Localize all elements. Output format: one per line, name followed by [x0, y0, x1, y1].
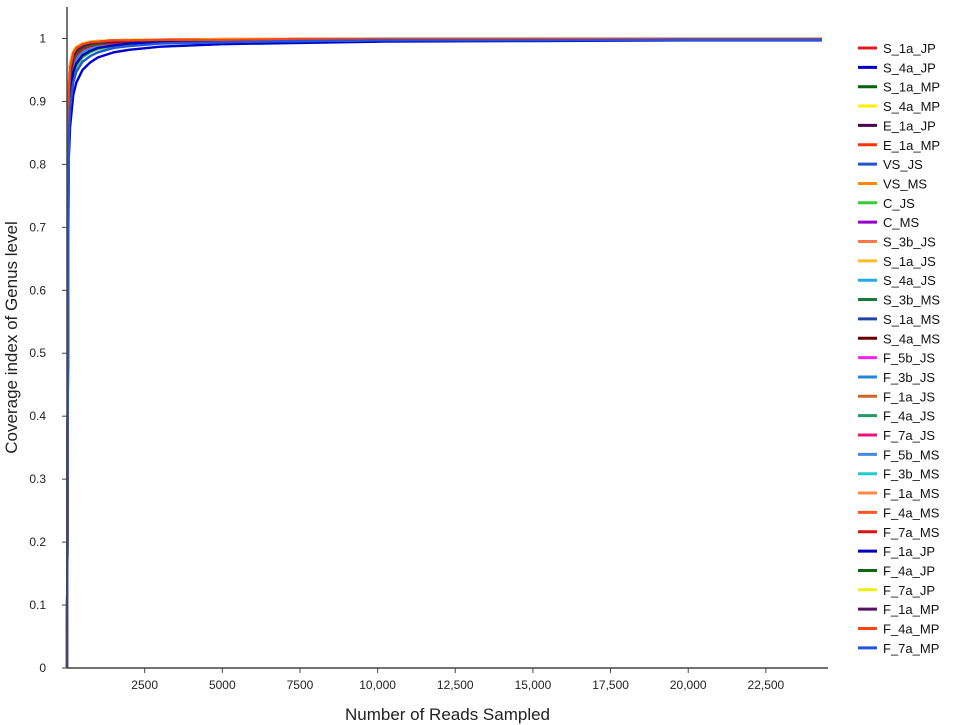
legend-label: F_3b_MS [883, 467, 940, 482]
series-line-f-4a-ms [65, 37, 822, 669]
x-tick-label: 22,500 [748, 678, 785, 692]
series-line-s-1a-js [65, 37, 822, 669]
series-line-f-4a-mp [65, 37, 822, 669]
legend-label: F_1a_JP [883, 544, 935, 559]
legend-label: S_4a_MS [883, 331, 940, 346]
series-line-s-4a-ms [65, 37, 822, 669]
y-tick-label: 0 [39, 661, 46, 675]
series-line-s-3b-ms [65, 37, 822, 669]
legend-label: F_7a_MS [883, 525, 940, 540]
legend-label: F_7a_MP [883, 641, 939, 656]
legend-label: F_7a_JS [883, 428, 935, 443]
series-line-f-7a-jp [65, 37, 822, 669]
x-tick-label: 20,000 [670, 678, 707, 692]
series-line-f-3b-js [65, 38, 822, 669]
series-line-s-4a-jp [65, 39, 822, 669]
series-line-f-1a-mp [65, 37, 822, 669]
series-line-vs-js [65, 38, 822, 669]
legend-label: S_4a_JP [883, 60, 936, 75]
legend-label: F_3b_JS [883, 370, 935, 385]
x-axis-title: Number of Reads Sampled [345, 705, 550, 724]
legend-label: F_5b_JS [883, 351, 935, 366]
legend: S_1a_JP S_4a_JP S_1a_MP S_4a_MP E_1a_JP E_1a_… [858, 41, 940, 656]
series-line-s-1a-jp [65, 37, 822, 669]
legend-label: E_1a_JP [883, 118, 936, 133]
y-tick-label: 0.5 [29, 346, 46, 360]
legend-label: S_1a_MS [883, 312, 940, 327]
legend-label: S_3b_JS [883, 235, 936, 250]
legend-label: F_1a_JS [883, 389, 935, 404]
series-line-s-1a-mp [65, 38, 822, 669]
legend-label: F_4a_MS [883, 505, 940, 520]
series-line-s-3b-js [65, 37, 822, 669]
y-tick-label: 0.4 [29, 409, 46, 423]
legend-label: F_4a_JP [883, 563, 935, 578]
x-tick-label: 10,000 [359, 678, 396, 692]
x-tick-label: 12,500 [437, 678, 474, 692]
series-line-vs-ms [65, 37, 822, 669]
y-tick-label: 1 [39, 31, 46, 45]
x-tick-label: 5000 [209, 678, 236, 692]
series-line-f-5b-js [65, 37, 822, 669]
series-line-c-js [65, 38, 822, 669]
legend-label: C_JS [883, 196, 915, 211]
series-line-f-1a-js [65, 37, 822, 669]
legend-label: F_1a_MP [883, 602, 939, 617]
series-lines [65, 37, 822, 669]
legend-label: S_4a_MP [883, 99, 940, 114]
y-tick-label: 0.9 [29, 94, 46, 108]
series-line-f-4a-js [65, 37, 822, 669]
x-tick-label: 17,500 [592, 678, 629, 692]
series-line-f-3b-ms [65, 37, 822, 669]
legend-label: S_1a_MP [883, 80, 940, 95]
series-line-f-5b-ms [65, 38, 822, 669]
legend-label: E_1a_MP [883, 138, 940, 153]
y-tick-label: 0.8 [29, 157, 46, 171]
legend-label: F_4a_MP [883, 622, 939, 637]
y-tick-label: 0.3 [29, 472, 46, 486]
legend-label: S_3b_MS [883, 293, 940, 308]
legend-label: F_1a_MS [883, 486, 940, 501]
series-line-f-1a-jp [65, 38, 822, 669]
y-axis-title: Coverage index of Genus level [2, 221, 21, 453]
x-tick-label: 2500 [131, 678, 158, 692]
series-line-f-4a-jp [65, 37, 822, 669]
x-axis-ticks: 2500 5000 7500 10,000 12,500 15,000 17,500 20,0… [131, 668, 785, 692]
legend-label: S_1a_JS [883, 254, 936, 269]
x-tick-label: 15,000 [515, 678, 552, 692]
series-line-e-1a-mp [65, 37, 822, 669]
legend-label: VS_MS [883, 176, 927, 191]
series-line-f-7a-js [65, 37, 822, 669]
legend-label: S_1a_JP [883, 41, 936, 56]
series-line-s-1a-ms [65, 37, 822, 669]
legend-label: F_4a_JS [883, 409, 935, 424]
y-tick-label: 0.2 [29, 535, 46, 549]
series-line-f-7a-mp [65, 38, 822, 669]
series-line-f-7a-ms [65, 37, 822, 669]
series-line-f-1a-ms [65, 37, 822, 669]
series-line-s-4a-mp [65, 37, 822, 669]
legend-label: VS_JS [883, 157, 923, 172]
y-tick-label: 0.6 [29, 283, 46, 297]
y-tick-label: 0.1 [29, 598, 46, 612]
series-line-c-ms [65, 37, 822, 669]
y-tick-label: 0.7 [29, 220, 46, 234]
legend-label: F_5b_MS [883, 447, 940, 462]
legend-label: F_7a_JP [883, 583, 935, 598]
legend-label: S_4a_JS [883, 273, 936, 288]
x-tick-label: 7500 [287, 678, 314, 692]
y-axis-ticks: 0 0.1 0.2 0.3 0.4 0.5 0.6 0.7 0.8 0.9 1 [29, 31, 67, 675]
legend-label: C_MS [883, 215, 919, 230]
series-line-e-1a-jp [65, 37, 822, 669]
series-line-s-4a-js [65, 38, 822, 669]
